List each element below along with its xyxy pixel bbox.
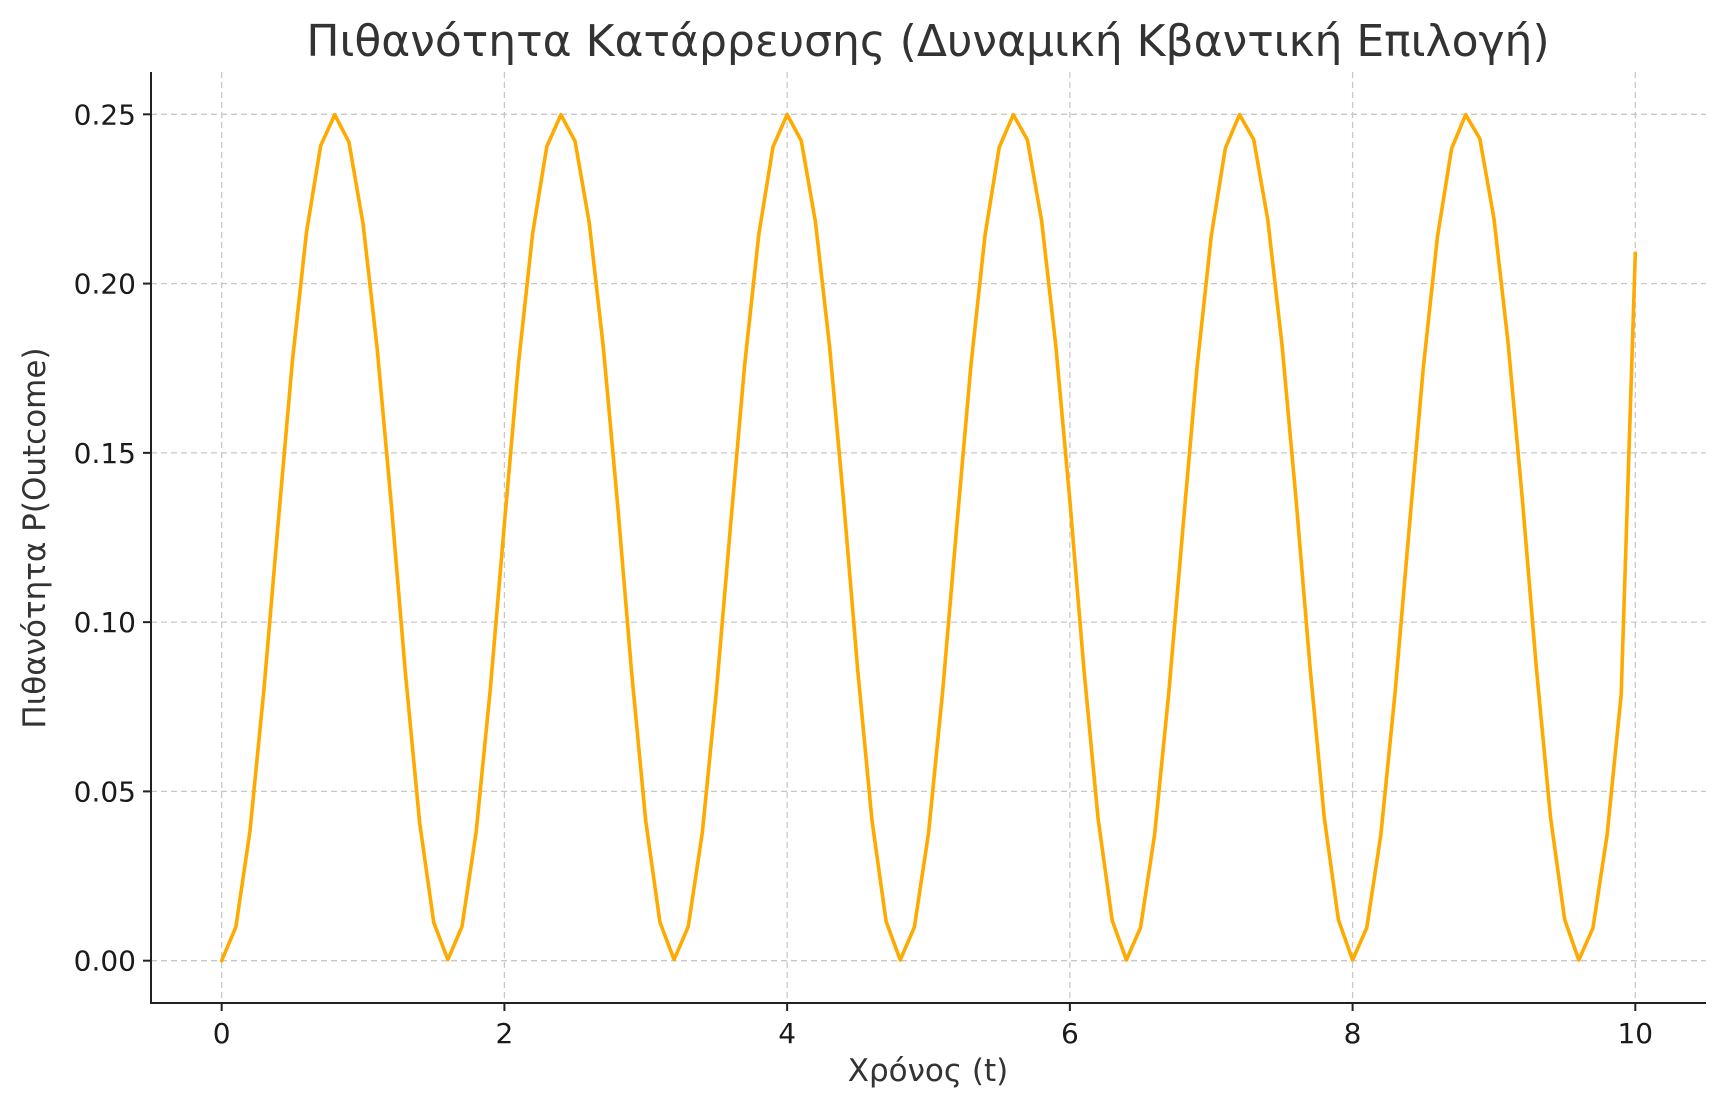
y-tick-label: 0.10 (74, 606, 136, 639)
grid (151, 72, 1706, 1003)
y-tick-label: 0.00 (74, 945, 136, 978)
x-tick-label: 4 (778, 1017, 796, 1050)
x-tick-label: 2 (495, 1017, 513, 1050)
y-axis-ticks: 0.00 0.05 0.10 0.15 0.20 0.25 (74, 98, 151, 978)
x-axis-label: Χρόνος (t) (848, 1053, 1009, 1089)
y-tick-label: 0.25 (74, 98, 136, 131)
x-axis-ticks: 0 2 4 6 8 10 (213, 1003, 1653, 1050)
chart-title: Πιθανότητα Κατάρρευσης (Δυναμική Κβαντικ… (306, 16, 1549, 67)
x-tick-label: 6 (1061, 1017, 1079, 1050)
y-axis-label: Πιθανότητα P(Outcome) (17, 347, 53, 728)
axes (150, 72, 1706, 1004)
y-tick-label: 0.20 (74, 268, 136, 301)
y-tick-label: 0.05 (74, 775, 136, 808)
x-tick-label: 0 (213, 1017, 231, 1050)
x-tick-label: 10 (1617, 1017, 1653, 1050)
series-line (219, 112, 1638, 963)
y-tick-label: 0.15 (74, 437, 136, 470)
x-tick-label: 8 (1344, 1017, 1362, 1050)
